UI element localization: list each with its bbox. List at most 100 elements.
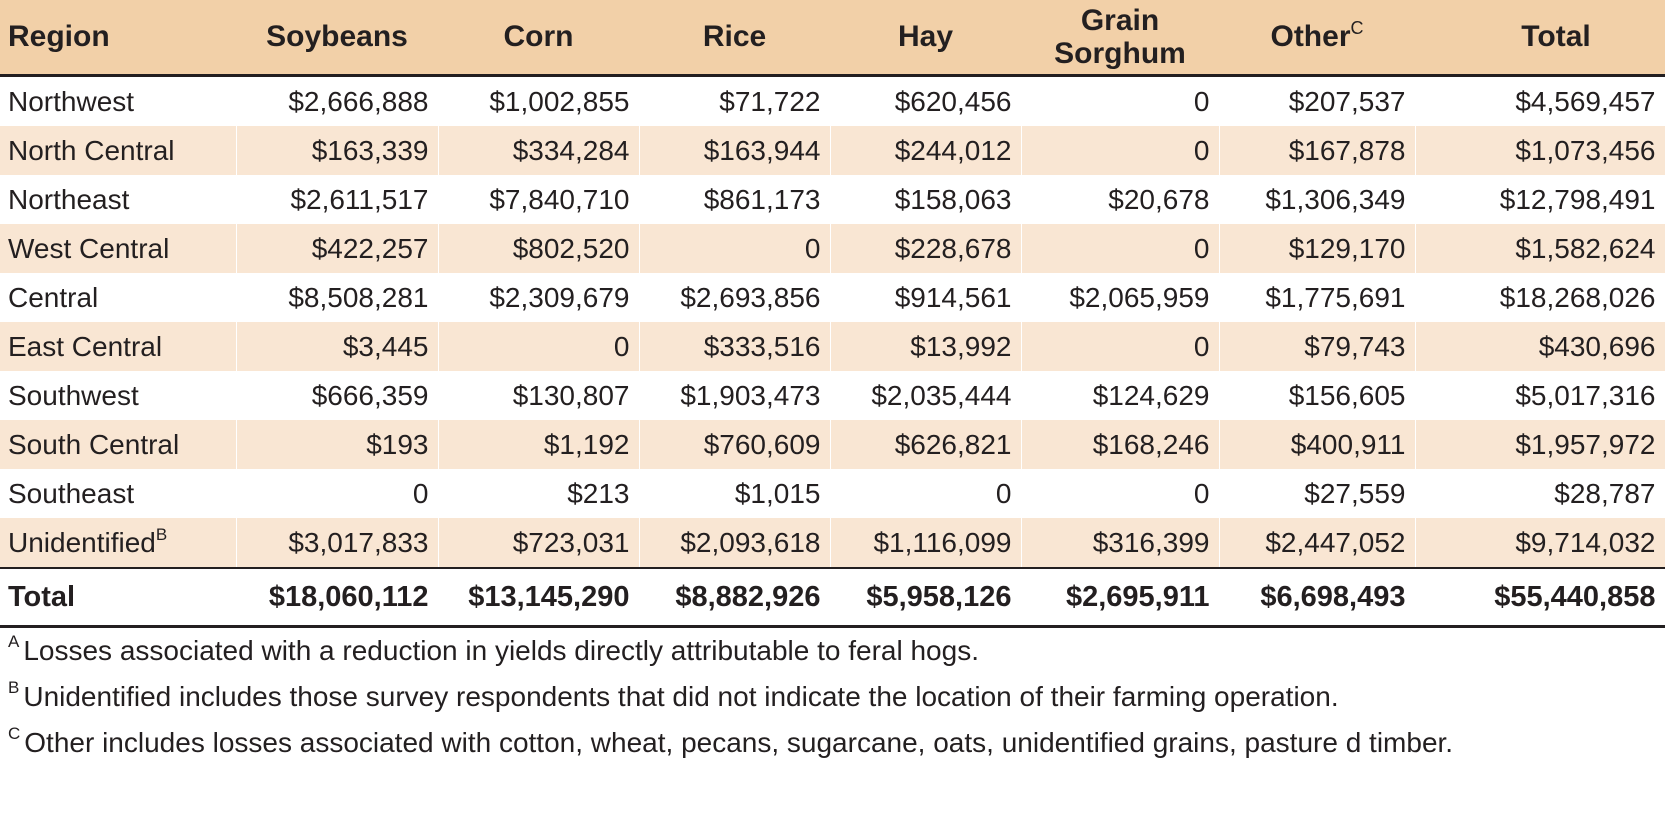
region-label: South Central — [8, 428, 180, 460]
region-cell: Northeast — [0, 174, 237, 224]
total-total-cell: $55,440,858 — [1415, 566, 1665, 628]
soybeans-cell: $3,017,833 — [236, 517, 439, 568]
table-row: Northeast $2,611,517 $7,840,710 $861,173 $15… — [0, 174, 1665, 224]
soybeans-cell: $3,445 — [236, 321, 439, 371]
hay-cell: $244,012 — [830, 125, 1022, 175]
hay-cell: $914,561 — [830, 272, 1022, 322]
hay-cell: 0 — [830, 468, 1022, 518]
corn-cell: $2,309,679 — [438, 272, 640, 322]
table-row: West Central $422,257 $802,520 0 $228,678 0 $1… — [0, 223, 1665, 273]
grain-sorghum-cell: $2,065,959 — [1021, 272, 1220, 322]
header-row: Region Soybeans Corn Rice Hay Grain Sorg… — [0, 0, 1665, 77]
region-cell: South Central — [0, 419, 237, 469]
column-header-grain-sorghum-line1: Grain — [1080, 3, 1160, 37]
footnote-mark: B — [155, 524, 168, 544]
grain-sorghum-cell: $124,629 — [1021, 370, 1220, 420]
corn-cell: $1,192 — [438, 419, 640, 469]
footnote-text: Losses associated with a reduction in yi… — [23, 635, 979, 666]
column-header-other-label: Other — [1270, 20, 1351, 54]
soybeans-cell: $2,611,517 — [236, 174, 439, 224]
region-label: East Central — [8, 330, 163, 362]
rice-cell: $2,093,618 — [639, 517, 831, 568]
rice-cell: $163,944 — [639, 125, 831, 175]
total-cell: $12,798,491 — [1415, 174, 1665, 224]
total-cell: $9,714,032 — [1415, 517, 1665, 568]
footnote-text: Other includes losses associated with co… — [24, 727, 1454, 758]
region-cell: Central — [0, 272, 237, 322]
hay-cell: $228,678 — [830, 223, 1022, 273]
total-cell: $5,017,316 — [1415, 370, 1665, 420]
region-label: West Central — [8, 232, 170, 264]
other-cell: $27,559 — [1219, 468, 1416, 518]
region-cell: Southwest — [0, 370, 237, 420]
table-row: Central $8,508,281 $2,309,679 $2,693,856 $91… — [0, 272, 1665, 322]
region-label: Southwest — [8, 379, 139, 411]
column-header-total: Total — [1415, 0, 1665, 77]
corn-cell: $213 — [438, 468, 640, 518]
table-header: Region Soybeans Corn Rice Hay Grain Sorg… — [0, 0, 1665, 77]
hay-cell: $2,035,444 — [830, 370, 1022, 420]
region-cell: UnidentifiedB — [0, 517, 237, 568]
corn-cell: $7,840,710 — [438, 174, 640, 224]
crop-losses-table-container: Region Soybeans Corn Rice Hay Grain Sorg… — [0, 0, 1665, 628]
table-row: Southeast 0 $213 $1,015 0 0 $27,559 $28,787 — [0, 468, 1665, 518]
total-cell: $1,957,972 — [1415, 419, 1665, 469]
soybeans-cell: $163,339 — [236, 125, 439, 175]
column-header-grain-sorghum-line2: Sorghum — [1054, 36, 1186, 70]
rice-cell: 0 — [639, 223, 831, 273]
soybeans-cell: $8,508,281 — [236, 272, 439, 322]
crop-losses-table: Region Soybeans Corn Rice Hay Grain Sorg… — [0, 0, 1665, 628]
footnote-mark-c: C — [1350, 18, 1364, 39]
footnote: C Other includes losses associated with c… — [8, 720, 1648, 766]
total-cell: $4,569,457 — [1415, 75, 1665, 126]
rice-cell: $1,903,473 — [639, 370, 831, 420]
footnote-mark: B — [8, 678, 20, 697]
other-cell: $129,170 — [1219, 223, 1416, 273]
corn-cell: $1,002,855 — [438, 75, 640, 126]
grain-sorghum-cell: 0 — [1021, 75, 1220, 126]
grain-sorghum-cell: $316,399 — [1021, 517, 1220, 568]
total-row: Total $18,060,112 $13,145,290 $8,882,926 $5,… — [0, 566, 1665, 628]
other-cell: $400,911 — [1219, 419, 1416, 469]
footnote-mark: A — [8, 632, 20, 651]
table-row: Southwest $666,359 $130,807 $1,903,473 $2,03… — [0, 370, 1665, 420]
rice-cell: $333,516 — [639, 321, 831, 371]
column-header-soybeans: Soybeans — [236, 0, 438, 77]
soybeans-cell: $193 — [236, 419, 439, 469]
total-other-cell: $6,698,493 — [1219, 566, 1416, 628]
total-grain-sorghum-cell: $2,695,911 — [1021, 566, 1220, 628]
column-header-grain-sorghum: Grain Sorghum — [1021, 0, 1219, 77]
column-header-hay: Hay — [830, 0, 1021, 77]
rice-cell: $1,015 — [639, 468, 831, 518]
table-row: East Central $3,445 0 $333,516 $13,992 0 $79,7… — [0, 321, 1665, 371]
soybeans-cell: $666,359 — [236, 370, 439, 420]
column-header-region: Region — [0, 0, 236, 77]
hay-cell: $620,456 — [830, 75, 1022, 126]
region-label: Unidentified — [8, 526, 156, 558]
other-cell: $1,775,691 — [1219, 272, 1416, 322]
grain-sorghum-cell: 0 — [1021, 223, 1220, 273]
hay-cell: $13,992 — [830, 321, 1022, 371]
table-row: South Central $193 $1,192 $760,609 $626,821 $… — [0, 419, 1665, 469]
grain-sorghum-cell: $20,678 — [1021, 174, 1220, 224]
grain-sorghum-cell: 0 — [1021, 125, 1220, 175]
region-label: Northeast — [8, 183, 130, 215]
column-header-other: OtherC — [1219, 0, 1415, 77]
region-label: Central — [8, 281, 99, 313]
corn-cell: $723,031 — [438, 517, 640, 568]
other-cell: $167,878 — [1219, 125, 1416, 175]
grain-sorghum-cell: 0 — [1021, 468, 1220, 518]
rice-cell: $71,722 — [639, 75, 831, 126]
total-cell: $430,696 — [1415, 321, 1665, 371]
table-row: Northwest $2,666,888 $1,002,855 $71,722 $620… — [0, 75, 1665, 126]
other-cell: $2,447,052 — [1219, 517, 1416, 568]
corn-cell: $334,284 — [438, 125, 640, 175]
total-hay-cell: $5,958,126 — [830, 566, 1022, 628]
corn-cell: 0 — [438, 321, 640, 371]
column-header-rice: Rice — [639, 0, 830, 77]
soybeans-cell: $422,257 — [236, 223, 439, 273]
corn-cell: $802,520 — [438, 223, 640, 273]
footnote: B Unidentified includes those survey resp… — [8, 674, 1648, 720]
grain-sorghum-cell: 0 — [1021, 321, 1220, 371]
region-label: Northwest — [8, 85, 135, 117]
